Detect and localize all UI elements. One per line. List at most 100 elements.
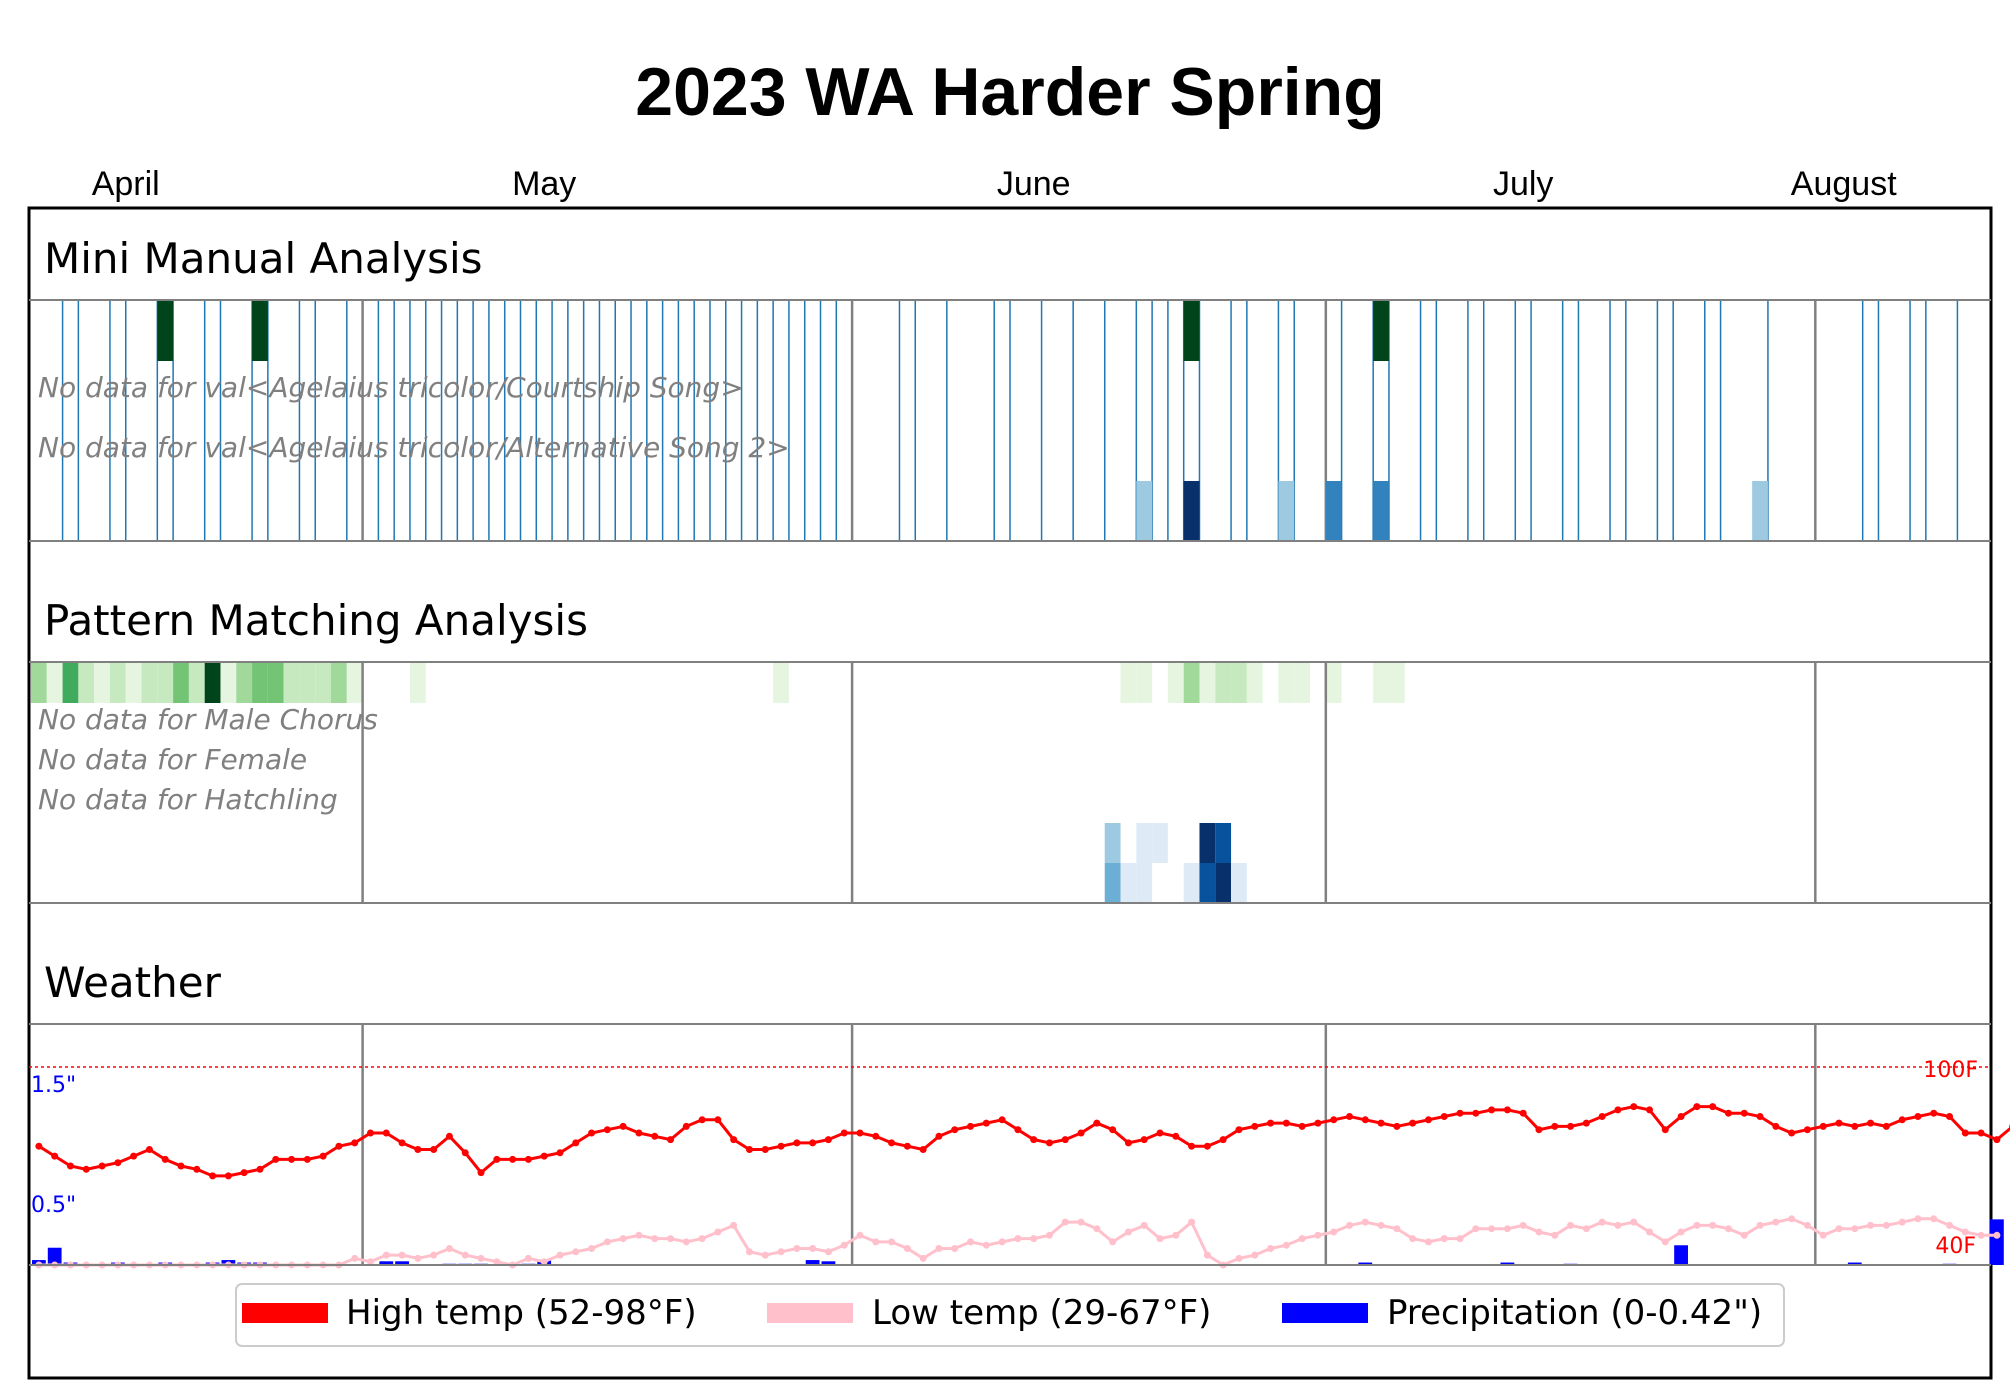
high-temp-point xyxy=(1740,1109,1748,1117)
low-temp-point xyxy=(1914,1215,1922,1223)
low-temp-point xyxy=(982,1241,990,1249)
high-temp-point xyxy=(1409,1119,1417,1127)
high-temp-point xyxy=(1867,1119,1875,1127)
pattern-green-cell xyxy=(173,663,189,703)
manual-detection-cell xyxy=(157,301,174,361)
manual-detection-cell xyxy=(252,301,268,361)
low-temp-point xyxy=(351,1254,359,1262)
high-temp-point xyxy=(193,1165,201,1173)
legend-swatch-high xyxy=(242,1303,328,1323)
high-temp-point xyxy=(1977,1129,1985,1137)
low-temp-point xyxy=(1093,1225,1101,1233)
low-temp-point xyxy=(1788,1215,1796,1223)
high-temp-point xyxy=(1661,1126,1669,1134)
high-temp-point xyxy=(1756,1113,1764,1120)
low-temp-point xyxy=(824,1248,832,1256)
high-temp-point xyxy=(998,1116,1006,1124)
precip-bar xyxy=(379,1261,394,1265)
high-temp-point xyxy=(1519,1109,1527,1117)
pattern-green-cell xyxy=(204,663,221,703)
manual-panel-title: Mini Manual Analysis xyxy=(44,234,483,283)
manual-detection-cell xyxy=(1752,481,1768,541)
high-temp-point xyxy=(1693,1103,1701,1111)
low-temp-point xyxy=(967,1238,975,1246)
high-temp-point xyxy=(1788,1129,1796,1137)
high-temp-point xyxy=(1803,1126,1811,1134)
high-temp-point xyxy=(51,1152,59,1160)
pattern-green-cell xyxy=(1246,663,1263,703)
pattern-green-cell xyxy=(31,663,47,703)
low-temp-point xyxy=(1298,1235,1306,1243)
low-temp-point xyxy=(1519,1221,1527,1229)
high-temp-point xyxy=(1156,1129,1164,1137)
precip-bar xyxy=(47,1247,62,1265)
pattern-nodata-1: No data for Male Chorus xyxy=(38,703,378,736)
low-temp-point xyxy=(872,1238,880,1246)
high-temp-point xyxy=(1203,1142,1211,1150)
high-temp-point xyxy=(793,1139,801,1147)
low-temp-point xyxy=(1456,1235,1464,1243)
low-temp-point xyxy=(1251,1251,1259,1259)
high-temp-point xyxy=(524,1155,532,1163)
high-temp-point xyxy=(588,1129,596,1137)
high-temp-point xyxy=(682,1122,690,1130)
high-temp-point xyxy=(1077,1129,1085,1137)
high-temp-point xyxy=(572,1139,580,1147)
high-temp-point xyxy=(414,1146,422,1153)
low-temp-point xyxy=(1567,1221,1575,1229)
high-temp-point xyxy=(1393,1122,1401,1130)
low-temp-point xyxy=(1361,1218,1369,1226)
pattern-blue-cell xyxy=(1199,863,1216,903)
pattern-green-cell xyxy=(1199,663,1216,703)
low-temp-point xyxy=(1961,1228,1969,1236)
pattern-month-grid xyxy=(361,663,1817,903)
low-temp-point xyxy=(1156,1235,1164,1243)
high-temp-point xyxy=(824,1136,832,1144)
high-temp-point xyxy=(935,1132,943,1140)
low-temp-point xyxy=(366,1258,374,1266)
high-temp-point xyxy=(888,1139,896,1147)
chart-title: 2023 WA Harder Spring xyxy=(635,54,1385,130)
high-temp-point xyxy=(1946,1113,1954,1120)
high-temp-point xyxy=(1630,1103,1638,1111)
high-temp-point xyxy=(1045,1139,1053,1147)
month-label-july: July xyxy=(1493,165,1553,203)
high-temp-point xyxy=(66,1162,74,1170)
high-temp-point xyxy=(1124,1139,1132,1147)
high-temp-point xyxy=(509,1155,517,1163)
high-temp-point xyxy=(603,1126,611,1134)
low-temp-point xyxy=(1993,1231,2001,1239)
pattern-green-cell xyxy=(157,663,174,703)
high-temp-point xyxy=(1898,1116,1906,1124)
low-temp-point xyxy=(1772,1218,1780,1226)
high-temp-point xyxy=(1567,1122,1575,1130)
pattern-green-cell xyxy=(1388,663,1405,703)
high-temp-point xyxy=(493,1155,501,1163)
low-temp-point xyxy=(1045,1231,1053,1239)
high-temp-point xyxy=(1819,1122,1827,1130)
low-temp-point xyxy=(1898,1218,1906,1226)
low-temp-point xyxy=(1646,1228,1654,1236)
high-temp-point xyxy=(1298,1122,1306,1130)
pattern-green-cell xyxy=(1167,663,1184,703)
pattern-detection-cells xyxy=(31,663,1405,903)
low-temp-point xyxy=(1503,1225,1511,1233)
manual-detection-cell xyxy=(1136,481,1153,541)
manual-nodata-1: No data for val<Agelaius tricolor/Courts… xyxy=(38,371,744,404)
low-temp-point xyxy=(745,1248,753,1256)
precip-bar xyxy=(1674,1245,1688,1265)
pattern-green-cell xyxy=(94,663,110,703)
high-temp-point xyxy=(1677,1113,1685,1120)
pattern-blue-cell xyxy=(1152,823,1168,863)
high-temp-point xyxy=(1030,1136,1038,1144)
pattern-green-cell xyxy=(1278,663,1295,703)
high-temp-point xyxy=(1109,1126,1117,1134)
low-temp-point xyxy=(430,1251,438,1259)
high-temp-point xyxy=(1251,1122,1259,1130)
low-temp-point xyxy=(619,1235,627,1243)
high-temp-point xyxy=(730,1136,738,1144)
low-temp-point xyxy=(809,1245,817,1252)
manual-detection-cell xyxy=(1278,481,1295,541)
low-temp-point xyxy=(572,1248,580,1256)
